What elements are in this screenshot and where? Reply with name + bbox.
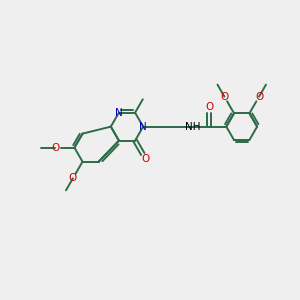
Text: O: O [255, 92, 263, 102]
Text: O: O [205, 102, 214, 112]
Text: O: O [220, 92, 229, 102]
Text: NH: NH [185, 122, 200, 132]
Text: N: N [139, 122, 147, 132]
Text: O: O [141, 154, 150, 164]
Text: N: N [115, 108, 123, 118]
Text: O: O [51, 143, 59, 153]
Text: O: O [69, 173, 77, 183]
